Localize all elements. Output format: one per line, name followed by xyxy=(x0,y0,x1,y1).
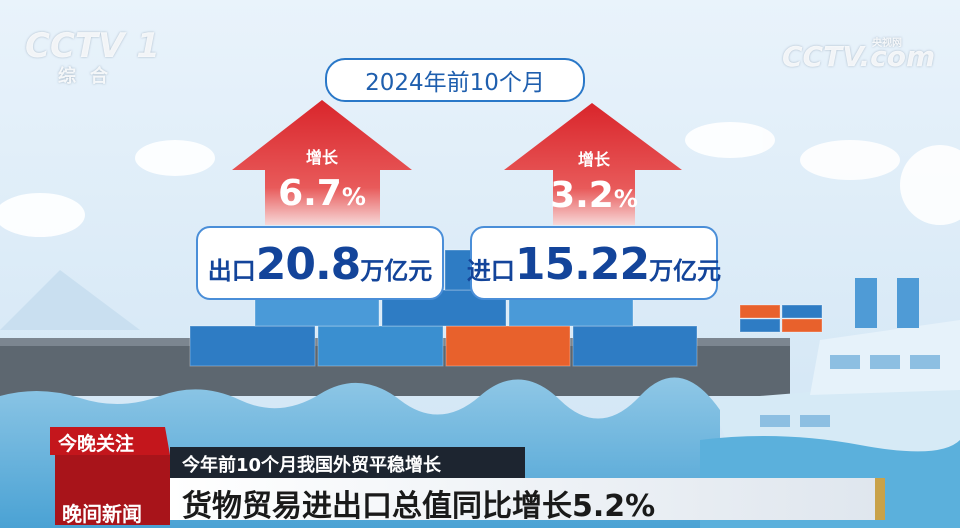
decoration xyxy=(0,270,140,330)
headline: 货物贸易进出口总值同比增长5.2% xyxy=(182,489,656,524)
decoration xyxy=(739,304,781,319)
text: 15.22 xyxy=(514,239,650,290)
period: 2024年前10个月 xyxy=(325,58,585,102)
text: 3.2 xyxy=(550,175,614,216)
import-box: 进口 15.22 万亿元 xyxy=(466,226,722,300)
decoration xyxy=(317,325,444,367)
decoration xyxy=(170,447,525,478)
decoration xyxy=(739,318,781,333)
growth-label: 增长 xyxy=(305,148,338,167)
decoration xyxy=(781,304,823,319)
decoration xyxy=(800,140,900,180)
decoration xyxy=(189,249,823,367)
decoration xyxy=(870,355,900,369)
text: 出口 xyxy=(207,257,256,285)
tag: 今晚关注 xyxy=(58,433,135,455)
decoration xyxy=(900,145,960,225)
program-logo: 晚间新闻 xyxy=(62,502,142,526)
channel-name: 综合 xyxy=(58,66,122,87)
text: 万亿元 xyxy=(649,257,722,285)
text: % xyxy=(341,183,366,211)
decoration xyxy=(170,478,885,520)
decoration xyxy=(135,140,215,176)
decoration xyxy=(910,355,940,369)
text: 进口 xyxy=(466,257,515,285)
text: 20.8 xyxy=(255,239,362,290)
growth-value: 6.7% xyxy=(252,176,392,215)
text: 万亿元 xyxy=(360,257,433,285)
channel-logo: CCTV 1 xyxy=(25,26,160,66)
decoration xyxy=(572,325,698,367)
decoration xyxy=(685,122,775,158)
decoration xyxy=(189,325,316,367)
text: % xyxy=(613,185,638,213)
decoration xyxy=(55,455,170,525)
decoration xyxy=(781,318,823,333)
decoration xyxy=(0,193,85,237)
growth-label: 增长 xyxy=(577,150,610,169)
decoration xyxy=(504,103,682,225)
decoration xyxy=(800,415,830,427)
growth-value: 3.2% xyxy=(524,178,664,217)
decoration xyxy=(232,100,412,225)
decoration xyxy=(760,355,940,427)
decoration xyxy=(875,478,885,520)
decoration xyxy=(760,415,790,427)
decoration xyxy=(50,427,170,455)
watermark-sub: 央视网 xyxy=(872,38,902,49)
decoration xyxy=(830,355,860,369)
decoration xyxy=(897,278,919,328)
decoration xyxy=(445,325,571,367)
subtitle: 今年前10个月我国外贸平稳增长 xyxy=(182,455,442,476)
text: 6.7 xyxy=(278,173,342,214)
watermark: CCTV.com xyxy=(782,40,936,73)
decoration xyxy=(855,278,877,328)
decoration xyxy=(0,122,960,237)
export-box: 出口 20.8 万亿元 xyxy=(196,226,444,300)
